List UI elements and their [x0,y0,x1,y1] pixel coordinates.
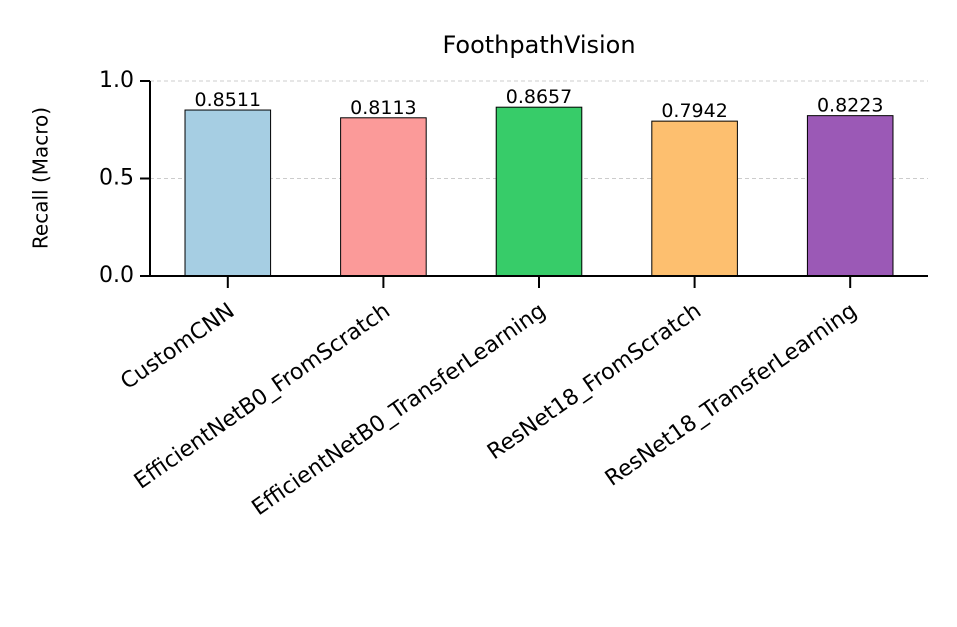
bar [495,106,583,277]
y-axis-label: Recall (Macro) [29,107,53,249]
x-tick-label: EfficientNetB0_TransferLearning [248,298,551,520]
x-tick-label: EfficientNetB0_FromScratch [130,298,395,494]
bar [651,120,738,277]
chart-title: FoothpathVision [442,31,635,59]
value-label: 0.8223 [817,95,883,117]
x-tick-label: ResNet18_TransferLearning [601,298,862,491]
value-label: 0.8511 [195,89,261,111]
value-label: 0.7942 [661,100,727,122]
y-tick-label: 0.0 [99,263,134,288]
value-label: 0.8657 [506,86,572,108]
x-tick-label: CustomCNN [116,298,239,395]
bar [184,109,272,277]
y-tick-label: 0.5 [99,166,134,191]
bar [340,117,427,277]
bar [806,115,894,277]
value-label: 0.8113 [350,97,416,119]
y-tick-label: 1.0 [99,68,134,93]
